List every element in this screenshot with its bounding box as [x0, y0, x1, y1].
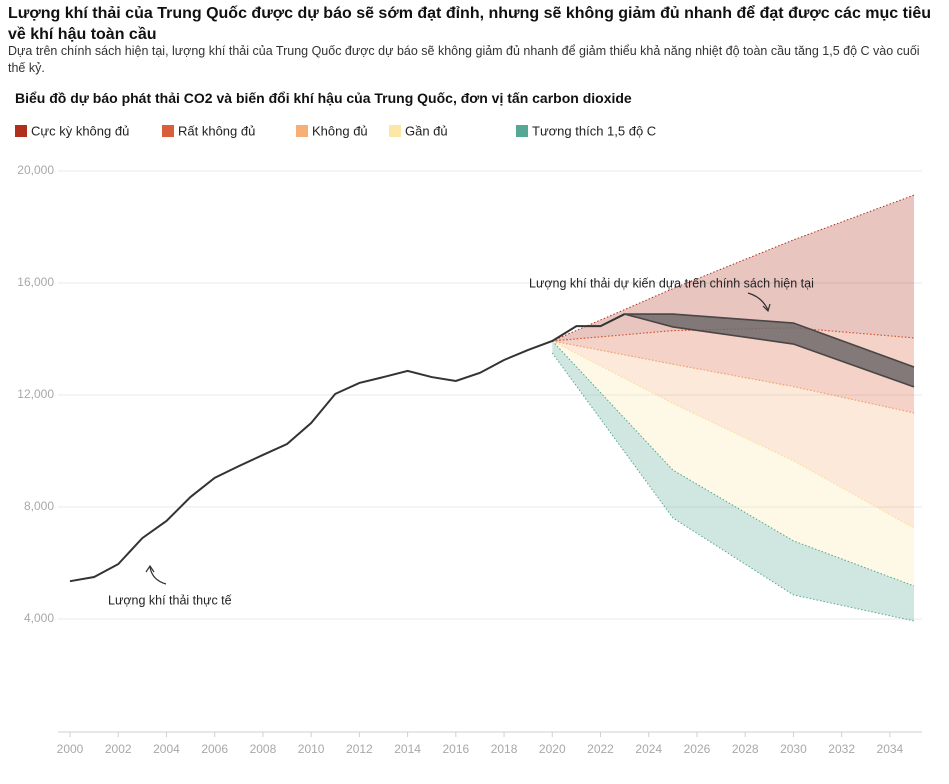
x-tick-label: 2024: [635, 742, 662, 756]
y-tick-label: 12,000: [17, 387, 54, 401]
annotation-arrow: [149, 566, 167, 585]
annotation: Lượng khí thải dự kiến dựa trên chính sá…: [529, 276, 814, 290]
x-tick-label: 2010: [298, 742, 325, 756]
projection-band-edge: [551, 340, 915, 587]
x-tick-label: 2002: [105, 742, 132, 756]
plot: 4,000 8,000 12,000 16,000 20,000 2000 2002 2004…: [15, 123, 922, 756]
projection-band-edge: [552, 327, 915, 342]
projection-band: [552, 340, 914, 621]
x-tick-label: 2026: [684, 742, 711, 756]
x-tick-label: 2008: [250, 742, 277, 756]
annotation: Lượng khí thải thực tế: [108, 593, 232, 607]
projection-band-edge: [552, 340, 915, 529]
legend-label: Cực kỳ không đủ: [31, 123, 129, 138]
policy-band-edge: [624, 313, 915, 368]
policy-band-edge: [624, 313, 915, 388]
legend-swatch: [162, 125, 174, 137]
labels: 4,000 8,000 12,000 16,000 20,000 2000 2002 2004…: [15, 123, 904, 756]
annotation-arrow: [747, 292, 769, 311]
legend-label: Không đủ: [312, 123, 368, 138]
annotation-arrowhead: [762, 303, 771, 313]
chart-title: Biểu đồ dự báo phát thải CO2 và biến đổi…: [15, 90, 632, 106]
y-tick-label: 8,000: [24, 499, 54, 513]
title: Lượng khí thải của Trung Quốc được dự bá…: [8, 5, 932, 43]
legend-swatch: [296, 125, 308, 137]
projection-band-edge: [552, 194, 915, 342]
legend-swatch: [516, 125, 528, 137]
x-tick-label: 2012: [346, 742, 373, 756]
projection-band-edge: [551, 352, 915, 622]
x-tick-label: 2034: [877, 742, 904, 756]
x-tick-label: 2020: [539, 742, 566, 756]
x-tick-label: 2004: [153, 742, 180, 756]
x-tick-label: 2000: [57, 742, 84, 756]
bands: [551, 194, 915, 622]
x-tick-label: 2016: [442, 742, 469, 756]
legend-label: Gần đủ: [405, 123, 448, 138]
annotation-arrowhead: [145, 564, 155, 573]
x-tick-label: 2006: [201, 742, 228, 756]
subtitle: Dựa trên chính sách hiện tại, lượng khí …: [8, 44, 920, 75]
x-tick-label: 2022: [587, 742, 614, 756]
projection-band: [552, 340, 914, 586]
x-tick-label: 2032: [828, 742, 855, 756]
actual-line: [69, 313, 626, 583]
projection-band: [552, 195, 914, 341]
x-tick-label: 2018: [491, 742, 518, 756]
x-tick-label: 2028: [732, 742, 759, 756]
x-tick-label: 2014: [394, 742, 421, 756]
grid: [58, 170, 922, 737]
legend-swatch: [389, 125, 401, 137]
y-tick-label: 16,000: [17, 275, 54, 289]
y-tick-label: 4,000: [24, 611, 54, 625]
lines: [69, 313, 915, 583]
y-tick-label: 20,000: [17, 163, 54, 177]
legend-label: Rất không đủ: [178, 123, 255, 138]
x-tick-label: 2030: [780, 742, 807, 756]
legend-swatch: [15, 125, 27, 137]
legend-label: Tương thích 1,5 độ C: [532, 123, 656, 138]
